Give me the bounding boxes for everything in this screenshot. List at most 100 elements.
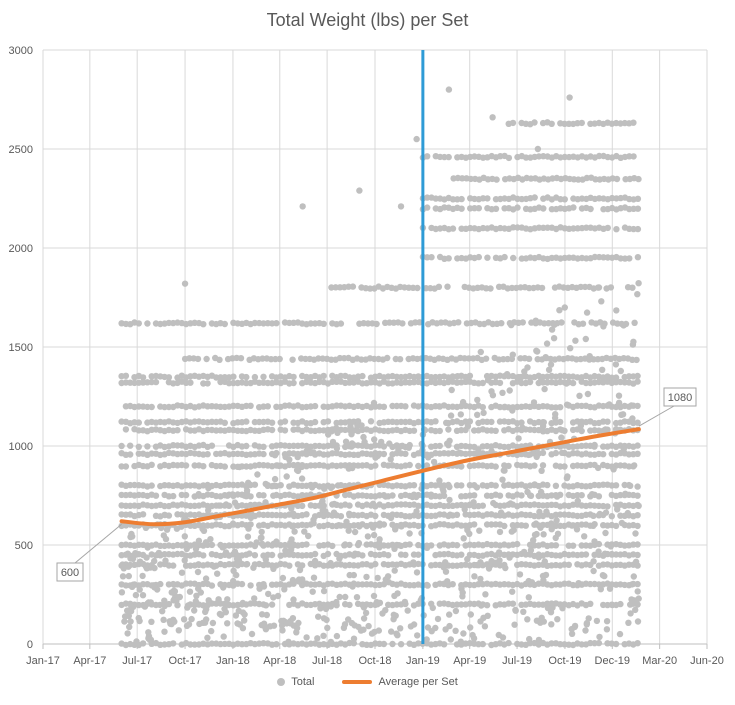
scatter-point (540, 577, 547, 584)
scatter-point (525, 355, 533, 362)
scatter-point (215, 596, 222, 603)
scatter-point (340, 624, 348, 631)
scatter-point (471, 521, 478, 528)
scatter-point (630, 573, 637, 580)
scatter-point (196, 620, 203, 628)
scatter-point (410, 621, 418, 628)
scatter-point (475, 253, 482, 261)
scatter-point (541, 385, 548, 393)
scatter-point (559, 427, 566, 434)
scatter-point (359, 601, 367, 608)
scatter-point (336, 555, 343, 562)
scatter-point (531, 462, 538, 469)
y-tick-label: 0 (27, 639, 33, 651)
scatter-point (354, 422, 361, 429)
scatter-point (174, 427, 181, 434)
scatter-point (208, 541, 216, 549)
scatter-point (279, 574, 287, 582)
scatter-point (590, 567, 597, 575)
scatter-point (627, 601, 634, 608)
scatter-point (510, 254, 517, 262)
scatter-point (144, 320, 151, 327)
scatter-point (289, 615, 297, 622)
scatter-point (475, 446, 482, 453)
scatter-point (578, 492, 585, 499)
scatter-point (254, 471, 261, 478)
scatter-point (461, 506, 468, 513)
scatter-point (526, 635, 533, 643)
scatter-point (216, 610, 224, 618)
scatter-point (336, 593, 343, 601)
scatter-point (598, 298, 605, 305)
scatter-point (509, 600, 517, 607)
scatter-point (327, 484, 335, 491)
scatter-point (221, 463, 228, 470)
scatter-point (539, 449, 547, 457)
scatter-point (320, 615, 328, 622)
scatter-point (125, 572, 132, 580)
scatter-point (446, 483, 453, 491)
scatter-point (530, 537, 537, 544)
scatter-point (273, 641, 280, 648)
scatter-point (410, 427, 418, 434)
scatter-point (496, 379, 504, 387)
scatter-point (536, 508, 543, 516)
scatter-point (163, 526, 171, 533)
scatter-point (308, 484, 316, 491)
scatter-point (469, 631, 476, 639)
scatter-point (506, 387, 513, 394)
scatter-point (391, 545, 398, 552)
scatter-point (361, 438, 368, 446)
scatter-point (372, 454, 379, 461)
scatter-point (622, 490, 629, 497)
scatter-point (221, 605, 228, 613)
scatter-point (264, 482, 271, 489)
scatter-point (525, 594, 532, 601)
scatter-point (239, 599, 246, 607)
scatter-point (604, 224, 611, 232)
scatter-point (505, 462, 512, 470)
scatter-point (359, 372, 366, 380)
scatter-point (121, 618, 128, 625)
scatter-point (346, 541, 353, 549)
scatter-point (370, 399, 378, 407)
scatter-point (533, 453, 540, 461)
scatter-point (423, 636, 430, 643)
scatter-point (347, 423, 354, 430)
scatter-point (406, 541, 413, 548)
scatter-point (151, 564, 158, 572)
scatter-point (550, 335, 558, 342)
scatter-point (303, 511, 310, 518)
scatter-point (458, 195, 465, 203)
scatter-point (402, 403, 409, 410)
scatter-point (563, 401, 571, 408)
scatter-point (351, 550, 359, 557)
scatter-point (540, 205, 547, 212)
scatter-point (341, 542, 348, 549)
scatter-point (274, 462, 281, 469)
scatter-point (188, 615, 195, 623)
scatter-point (631, 462, 638, 469)
scatter-point (236, 463, 243, 471)
scatter-point (194, 355, 202, 363)
scatter-point (612, 374, 620, 381)
scatter-point (243, 373, 250, 381)
scatter-point (246, 550, 253, 557)
scatter-point (460, 630, 467, 637)
scatter-point (612, 640, 620, 648)
scatter-point (524, 364, 531, 371)
scatter-point (200, 321, 207, 328)
scatter-point (597, 586, 604, 593)
scatter-point (334, 482, 342, 489)
annotation-box (663, 387, 697, 407)
scatter-point (388, 628, 395, 635)
scatter-point (324, 550, 332, 558)
scatter-point (564, 473, 571, 480)
scatter-point (415, 551, 422, 558)
scatter-point (449, 225, 457, 232)
scatter-point (295, 578, 303, 585)
scatter-point (244, 533, 252, 540)
scatter-point (606, 585, 614, 592)
scatter-point (572, 337, 579, 344)
scatter-point (568, 630, 576, 637)
